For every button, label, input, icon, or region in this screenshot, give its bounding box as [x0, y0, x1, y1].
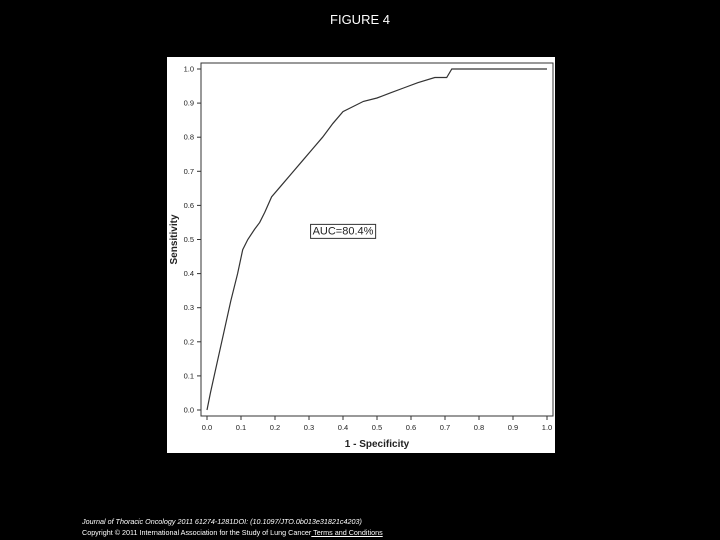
figure-title: FIGURE 4: [330, 12, 390, 27]
y-tick-label: 0.3: [184, 303, 194, 312]
x-tick-label: 0.7: [440, 423, 450, 432]
x-tick-label: 0.4: [338, 423, 348, 432]
y-tick-label: 0.9: [184, 99, 194, 108]
y-tick-label: 0.1: [184, 371, 194, 380]
figure-caption: Journal of Thoracic Oncology 2011 61274-…: [82, 516, 383, 538]
plot-frame: [200, 62, 554, 417]
y-tick-label: 0.2: [184, 337, 194, 346]
y-tick-label: 0.0: [184, 406, 194, 415]
x-tick-label: 0.6: [406, 423, 416, 432]
y-tick-label: 0.8: [184, 133, 194, 142]
x-tick-label: 0.3: [304, 423, 314, 432]
x-tick-label: 0.2: [270, 423, 280, 432]
roc-chart-panel: 0.0 0.1 0.2 0.3 0.4 0.5 0.6 0.7 0.8 0.9 1.0 0.0 0.1 0…: [167, 57, 555, 453]
caption-copyright-line: Copyright © 2011 International Associati…: [82, 527, 383, 538]
roc-chart: 0.0 0.1 0.2 0.3 0.4 0.5 0.6 0.7 0.8 0.9 1.0 0.0 0.1 0…: [169, 62, 554, 450]
x-tick-label: 0.0: [202, 423, 212, 432]
x-tick-label: 0.8: [474, 423, 484, 432]
x-tick-label: 0.1: [236, 423, 246, 432]
y-tick-label: 0.5: [184, 235, 194, 244]
caption-copyright: Copyright © 2011 International Associati…: [82, 528, 312, 537]
terms-and-conditions-link[interactable]: Terms and Conditions: [311, 528, 383, 537]
y-tick-label: 1.0: [184, 65, 194, 74]
x-tick-label: 1.0: [542, 423, 552, 432]
y-tick-label: 0.7: [184, 167, 194, 176]
auc-annotation-box: [310, 223, 377, 239]
caption-citation: Journal of Thoracic Oncology 2011 61274-…: [82, 517, 362, 526]
roc-curve-line: [206, 68, 547, 411]
x-axis-label: 1 - Specificity: [345, 439, 410, 450]
auc-annotation: AUC=80.4%: [313, 225, 374, 237]
y-tick-label: 0.6: [184, 201, 194, 210]
x-tick-label: 0.5: [372, 423, 382, 432]
x-tick-label: 0.9: [508, 423, 518, 432]
y-tick-label: 0.4: [184, 269, 194, 278]
y-axis-label: Sensitivity: [169, 214, 180, 264]
